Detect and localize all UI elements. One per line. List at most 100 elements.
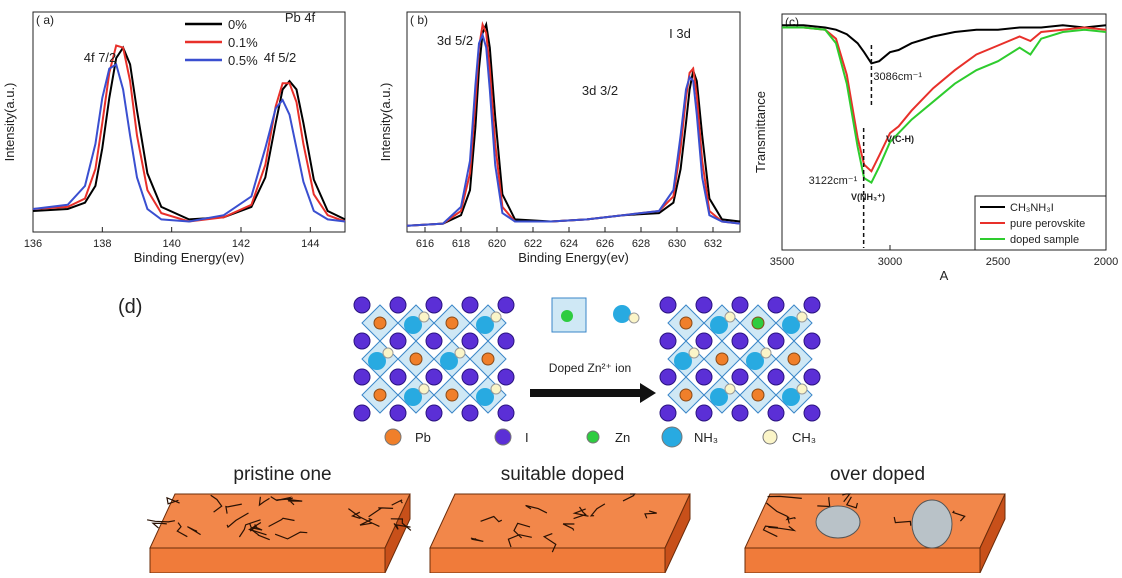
annotation: 4f 7/2 xyxy=(84,50,117,65)
i-atom xyxy=(426,369,442,385)
legend-label: I xyxy=(525,430,529,445)
legend-label: Pb xyxy=(415,430,431,445)
i-atom xyxy=(462,405,478,421)
legend-label: CH₃ xyxy=(792,430,816,445)
x-tick-label: 616 xyxy=(416,238,434,250)
x-tick-label: 624 xyxy=(560,238,578,250)
x-tick-label: 618 xyxy=(452,238,470,250)
ch3 xyxy=(419,312,429,322)
y-axis-label: Transmittance xyxy=(753,91,768,173)
series-line xyxy=(407,25,740,226)
figure: (d) Doped Zn²⁺ ion 136138140142144Bindin… xyxy=(0,0,1122,573)
i-atom xyxy=(660,405,676,421)
i-atom xyxy=(498,369,514,385)
i-atom xyxy=(696,369,712,385)
legend-label: pure perovskite xyxy=(1010,218,1085,230)
x-tick-label: 632 xyxy=(704,238,722,250)
i-atom xyxy=(426,405,442,421)
i-atom xyxy=(426,333,442,349)
film-label: over doped xyxy=(830,464,925,485)
x-axis-label: Binding Energy(ev) xyxy=(134,250,245,265)
i-atom xyxy=(768,369,784,385)
pb-atom xyxy=(374,317,386,329)
film-front xyxy=(745,548,980,573)
pb-atom xyxy=(752,317,764,329)
ch3 xyxy=(455,348,465,358)
x-tick-label: 142 xyxy=(232,238,250,250)
panel-label: ( a) xyxy=(36,13,54,27)
legend-label: doped sample xyxy=(1010,234,1079,246)
i-atom xyxy=(354,297,370,313)
legend-atom xyxy=(587,431,599,443)
ch3 xyxy=(689,348,699,358)
film-top xyxy=(745,494,1005,548)
legend-label: NH₃ xyxy=(694,430,718,445)
annotation: I 3d xyxy=(669,26,691,41)
series-line xyxy=(33,64,345,221)
dopant-label: Doped Zn²⁺ ion xyxy=(549,361,631,375)
series-line xyxy=(407,25,740,226)
x-tick-label: 622 xyxy=(524,238,542,250)
plot-frame xyxy=(33,12,345,232)
series-line xyxy=(33,46,345,222)
legend-label: 0% xyxy=(228,17,247,32)
pb-atom xyxy=(374,389,386,401)
i-atom xyxy=(804,405,820,421)
legend-label: Zn xyxy=(615,430,630,445)
i-atom xyxy=(354,369,370,385)
film-front xyxy=(150,548,385,573)
pb-atom xyxy=(680,317,692,329)
x-tick-label: 628 xyxy=(632,238,650,250)
i-atom xyxy=(462,369,478,385)
film-top xyxy=(430,494,690,548)
ch3 xyxy=(491,384,501,394)
i-atom xyxy=(804,369,820,385)
pb-atom xyxy=(446,389,458,401)
i-atom xyxy=(390,297,406,313)
i-atom xyxy=(390,405,406,421)
series-line xyxy=(33,48,345,220)
pb-atom xyxy=(410,353,422,365)
y-axis-label: Intensity(a.u.) xyxy=(2,83,17,162)
annotation: Pb 4f xyxy=(285,10,316,25)
panel-label: ( b) xyxy=(410,13,428,27)
i-atom xyxy=(696,333,712,349)
ch3 xyxy=(725,384,735,394)
i-atom xyxy=(732,405,748,421)
x-tick-label: 138 xyxy=(93,238,111,250)
legend-label: CH₃NH₃I xyxy=(1010,202,1054,214)
y-axis-label: Intensity(a.u.) xyxy=(378,83,393,162)
i-atom xyxy=(696,297,712,313)
legend-atom xyxy=(385,429,401,445)
i-atom xyxy=(732,333,748,349)
x-axis-label: Binding Energy(ev) xyxy=(518,250,629,265)
legend-label: 0.1% xyxy=(228,35,258,50)
annotation: 3d 5/2 xyxy=(437,33,473,48)
legend-label: 0.5% xyxy=(228,53,258,68)
pb-atom xyxy=(788,353,800,365)
ch3 xyxy=(797,384,807,394)
i-atom xyxy=(696,405,712,421)
i-atom xyxy=(660,297,676,313)
i-atom xyxy=(498,405,514,421)
i-atom xyxy=(390,333,406,349)
x-tick-label: 2000 xyxy=(1094,256,1118,268)
series-line xyxy=(407,35,740,226)
legend-atom xyxy=(763,430,777,444)
i-atom xyxy=(498,297,514,313)
annotation: V(NH₃⁺) xyxy=(851,192,885,202)
i-atom xyxy=(804,297,820,313)
i-atom xyxy=(660,333,676,349)
i-atom xyxy=(354,405,370,421)
i-atom xyxy=(354,333,370,349)
pb-atom xyxy=(482,353,494,365)
ch3 xyxy=(419,384,429,394)
x-tick-label: 140 xyxy=(162,238,180,250)
ch3 xyxy=(761,348,771,358)
i-atom xyxy=(732,369,748,385)
i-atom xyxy=(462,297,478,313)
precipitate xyxy=(912,500,952,548)
film-front xyxy=(430,548,665,573)
i-atom xyxy=(426,297,442,313)
i-atom xyxy=(498,333,514,349)
